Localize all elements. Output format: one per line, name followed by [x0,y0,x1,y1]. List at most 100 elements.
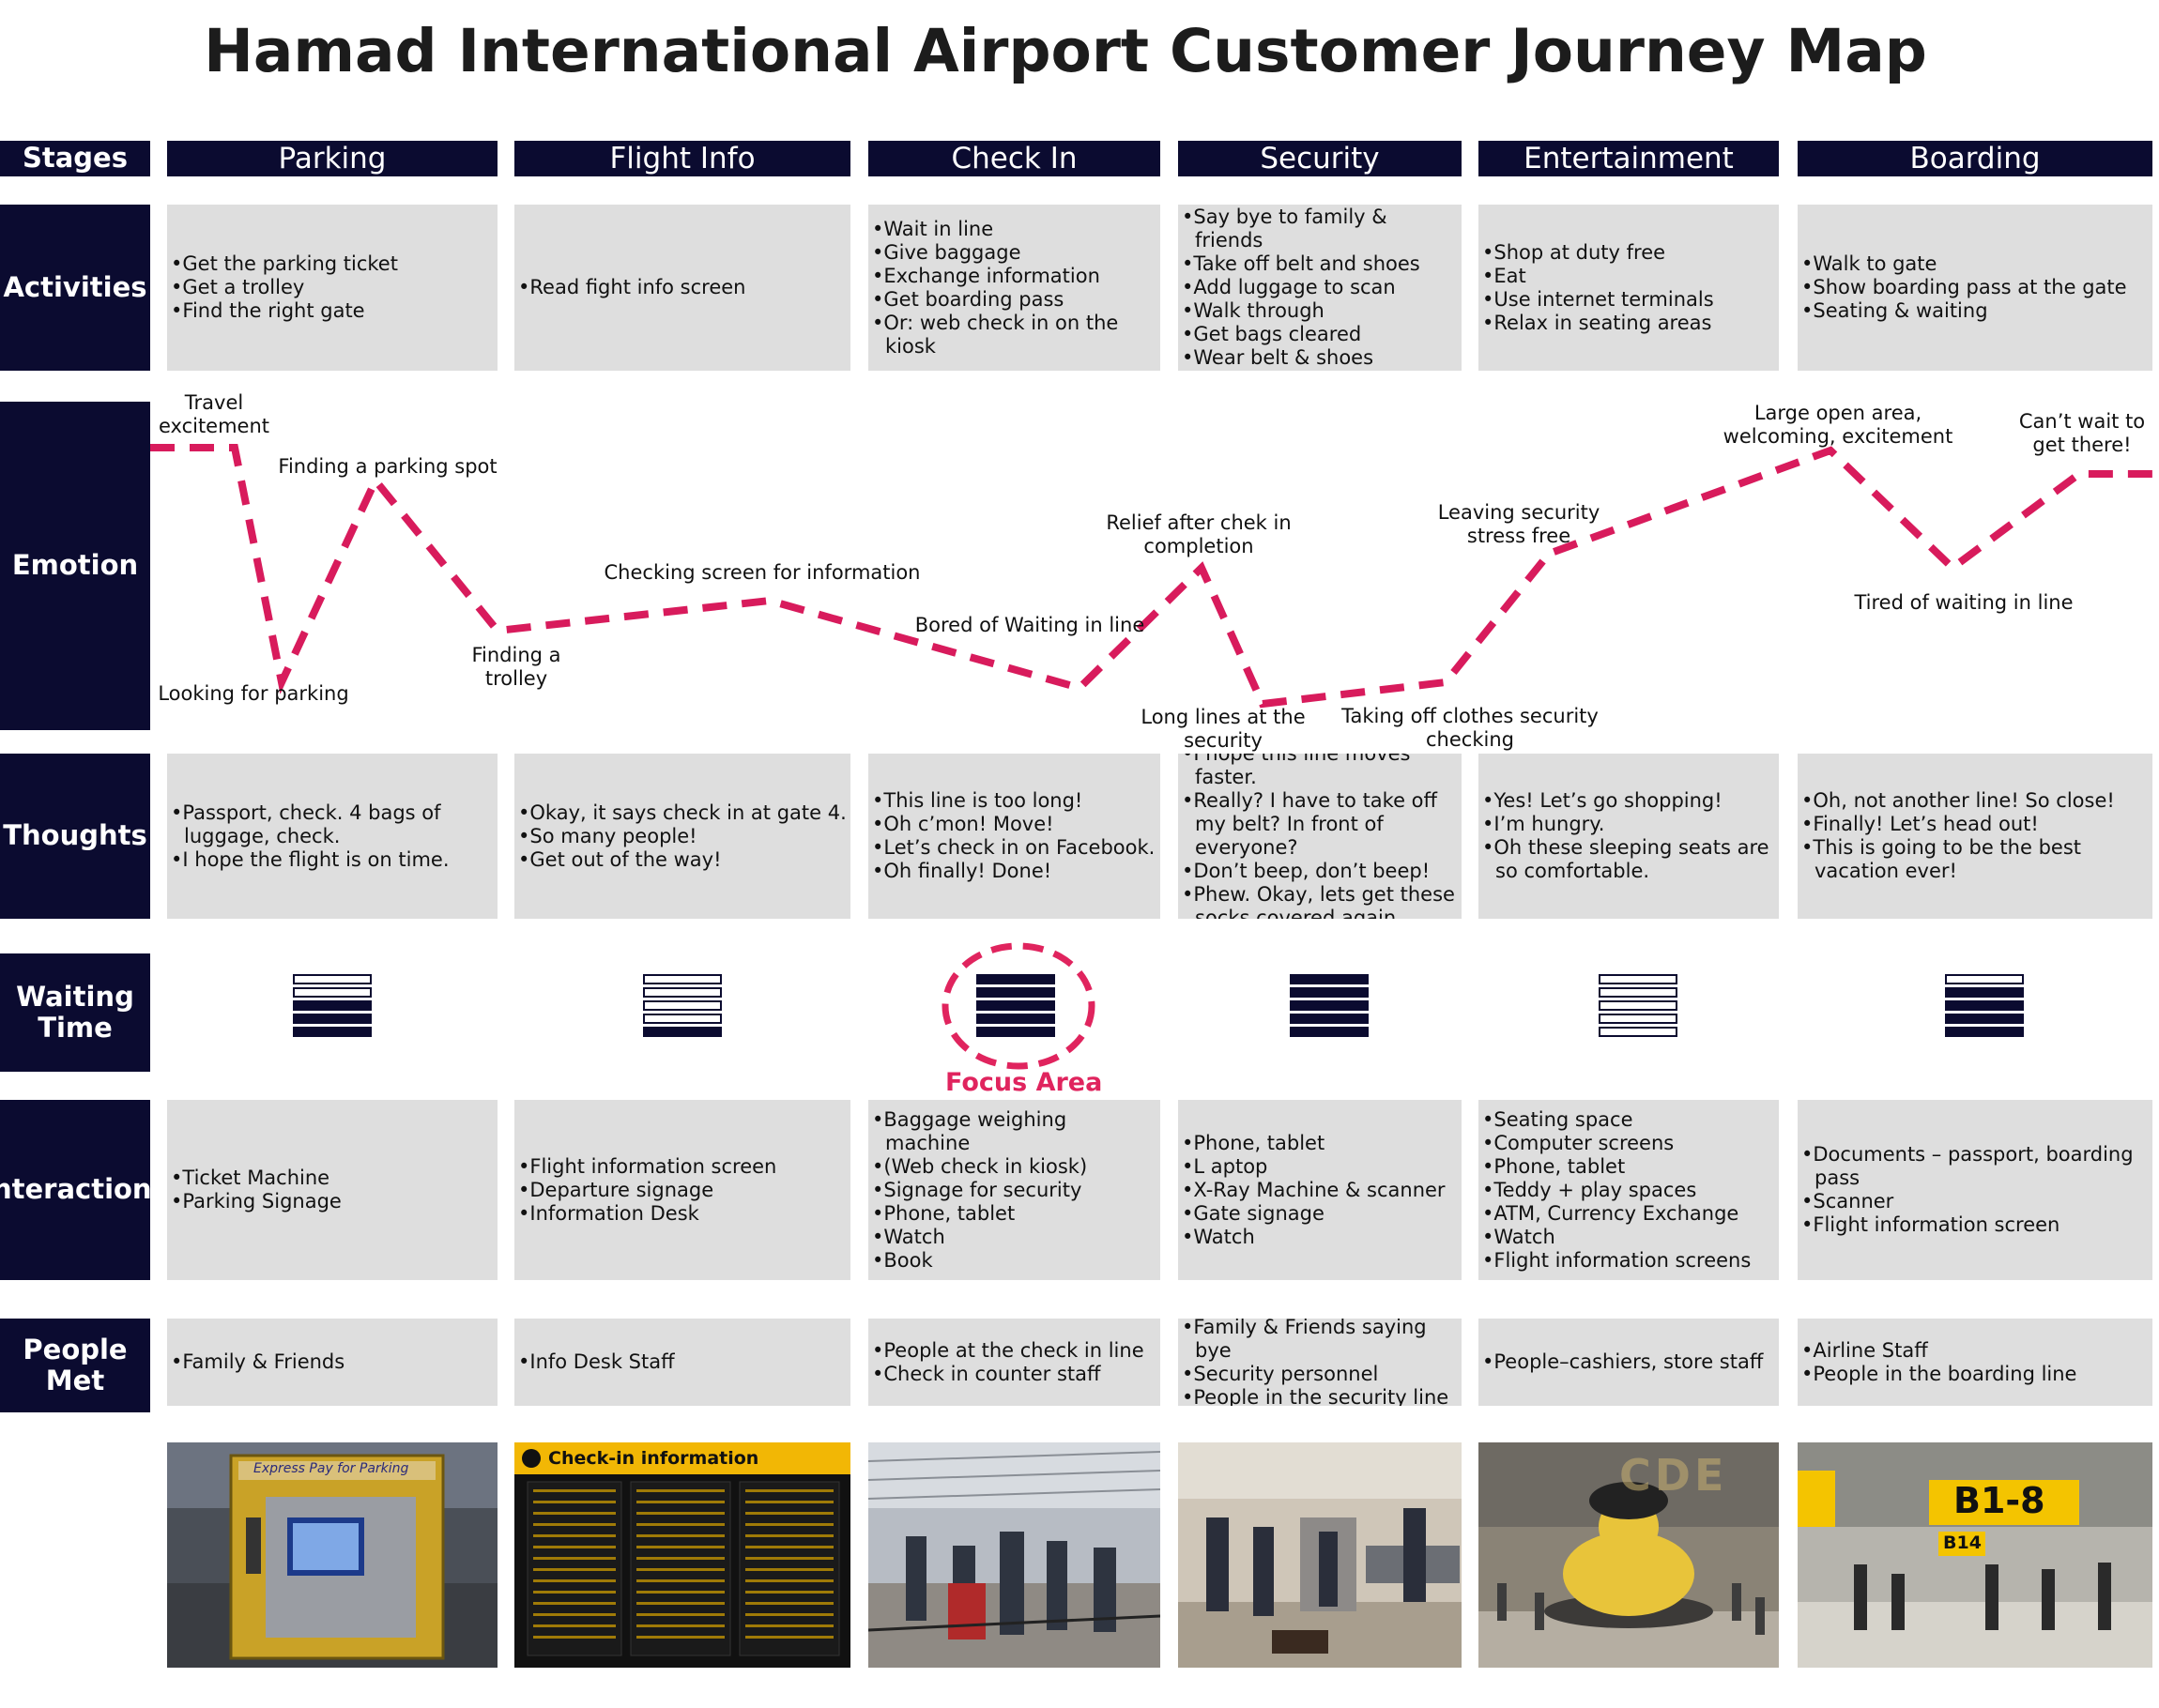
list-item: •Show boarding pass at the gate [1801,276,2127,298]
list-item: •Computer screens [1482,1131,1675,1154]
waiting-bars-check-in [976,974,1055,1037]
list-item: •Airline Staff [1801,1338,1928,1362]
emotion-label-taking-off-clothes: Taking off clothes security checking [1341,705,1599,752]
list-item: •Find the right gate [171,299,365,322]
list-item: •X-Ray Machine & scanner [1182,1178,1446,1201]
list-item: •Walk to gate [1801,252,1937,275]
emotion-label-text: Taking off clothes security checking [1341,705,1599,751]
list-item: •Teddy + play spaces [1482,1178,1697,1201]
waiting-bar [1599,1014,1677,1024]
list-item: •This line is too long! [872,789,1083,812]
emotion-label-tired-of-waiting: Tired of waiting in line [1854,591,2073,615]
list-item: •Phone, tablet [872,1201,1016,1225]
list-item: •L aptop [1182,1154,1268,1178]
emotion-label-looking-for-parking: Looking for parking [158,682,348,706]
waiting-bar [1945,1014,2024,1024]
list-item: •Seating & waiting [1801,299,1988,322]
interactions-check-in: •Baggage weighing machine •(Web check in… [868,1100,1160,1280]
list-item: •Wait in line [872,217,994,240]
list-item: •Baggage weighing machine [872,1107,1067,1154]
waiting-bar [1599,974,1677,984]
activities-boarding: •Walk to gate •Show boarding pass at the… [1798,205,2152,371]
photo-terminal-lamp-bear: CDE [1478,1442,1779,1668]
people-security: •Family & Friends saying bye •Security p… [1178,1319,1462,1406]
list-item: •Oh c’mon! Move! [872,813,1054,835]
emotion-label-leaving-security: Leaving security stress free [1438,501,1600,548]
emotion-label-finding-parking-spot: Finding a parking spot [278,455,497,479]
list-item: •So many people! [518,824,697,847]
list-item: •I hope this line moves faster. [1182,754,1411,788]
thoughts-entertainment: •Yes! Let’s go shopping! •I’m hungry. •O… [1478,754,1779,919]
list-item: •Phone, tablet [1482,1154,1626,1178]
waiting-bar [643,1000,722,1011]
emotion-label-long-lines-security: Long lines at the security [1141,706,1305,753]
photo-security-checkpoint [1178,1442,1462,1668]
waiting-bars-security [1290,974,1369,1037]
emotion-label-large-open-area: Large open area, welcoming, excitement [1723,402,1953,449]
list-item: •Let’s check in on Facebook. [872,836,1156,859]
stage-header-check-in: Check In [868,141,1160,176]
list-item: •Book [872,1248,933,1272]
list-item: •Relax in seating areas [1482,311,1712,334]
photo-parking-ticket-machine: Express Pay for Parking [167,1442,498,1668]
row-label-people-line2: Met [45,1365,105,1396]
list-item: •Family & Friends saying bye [1182,1319,1427,1362]
list-item: •Information Desk [518,1201,699,1225]
photo-text-parking: Express Pay for Parking [253,1461,409,1476]
list-item: •Get out of the way! [518,847,722,871]
list-item: •Flight information screen [518,1154,777,1178]
interactions-flight-info: •Flight information screen •Departure si… [514,1100,850,1280]
thoughts-boarding: •Oh, not another line! So close! •Finall… [1798,754,2152,919]
waiting-bar [293,974,372,984]
waiting-bar [643,1027,722,1037]
emotion-label-text: Can’t wait to get there! [2018,410,2146,456]
list-item: •Signage for security [872,1178,1082,1201]
list-item: •Phew. Okay, lets get these socks covere… [1182,883,1455,919]
emotion-label-text: Finding a trolley [471,644,561,690]
focus-area-label: Focus Area [945,1068,1103,1097]
activities-entertainment: •Shop at duty free •Eat •Use internet te… [1478,205,1779,371]
emotion-label-text: Tired of waiting in line [1854,591,2074,614]
list-item: •I hope the flight is on time. [171,847,450,871]
photo-text-gate-2: B14 [1943,1533,1982,1553]
emotion-line [150,444,2154,709]
list-item: •Okay, it says check in at gate 4. [518,801,847,824]
row-label-stages: Stages [0,141,150,176]
waiting-bar [293,987,372,998]
stage-header-security: Security [1178,141,1462,176]
emotion-label-text: Relief after chek in completion [1106,511,1292,557]
waiting-bar [1290,1014,1369,1024]
waiting-bar [643,1014,722,1024]
list-item: •Scanner [1801,1190,1894,1212]
emotion-label-travel-excitement: Travel excitement [159,391,269,438]
thoughts-security: •I hope this line moves faster. •Really?… [1178,754,1462,919]
row-label-emotion: Emotion [0,402,150,730]
list-item: •Gate signage [1182,1201,1324,1225]
row-label-people-line1: People [23,1333,128,1365]
stage-header-parking: Parking [167,141,498,176]
list-item: •People in the security line [1182,1385,1449,1407]
waiting-bars-entertainment [1599,974,1677,1037]
photo-text-check-in-info: Check-in information [548,1448,759,1469]
row-label-thoughts: Thoughts [0,754,150,919]
list-item: •Documents – passport, boarding pass [1801,1143,2134,1189]
activities-flight-info: •Read fight info screen [514,205,850,371]
waiting-bar [293,1014,372,1024]
list-item: •Info Desk Staff [518,1350,675,1373]
waiting-bar [1290,1027,1369,1037]
list-item: •Get boarding pass [872,287,1064,311]
interactions-security: •Phone, tablet •L aptop •X-Ray Machine &… [1178,1100,1462,1280]
waiting-bar [1599,1000,1677,1011]
list-item: •Check in counter staff [872,1362,1101,1385]
thoughts-flight-info: •Okay, it says check in at gate 4. •So m… [514,754,850,919]
list-item: •Walk through [1182,299,1324,322]
list-item: •Finally! Let’s head out! [1801,813,2039,835]
list-item: •This is going to be the best vacation e… [1801,836,2081,882]
row-label-activities: Activities [0,205,150,371]
photo-check-in-information: Check-in information [514,1442,850,1668]
list-item: •Take off belt and shoes [1182,252,1420,275]
people-boarding: •Airline Staff •People in the boarding l… [1798,1319,2152,1406]
row-label-people-met: People Met [0,1319,150,1412]
list-item: •Add luggage to scan [1182,276,1396,298]
list-item: •Oh finally! Done! [872,860,1052,882]
